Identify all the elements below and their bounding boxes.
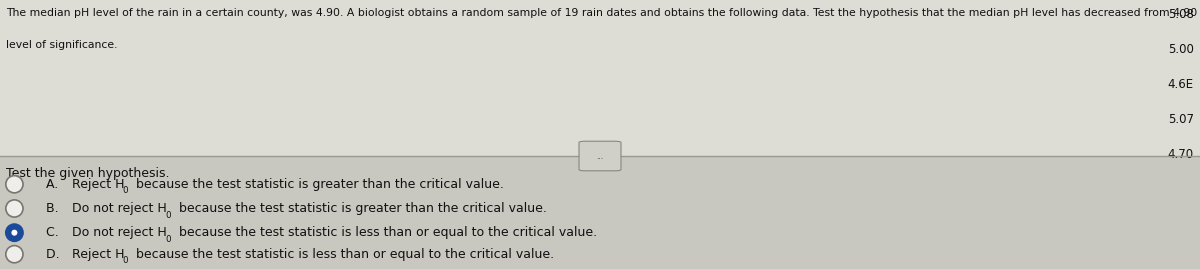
Text: B.: B. [38, 202, 59, 215]
Text: level of significance.: level of significance. [6, 40, 118, 50]
Ellipse shape [6, 200, 23, 217]
Text: D.: D. [38, 248, 60, 261]
Ellipse shape [6, 224, 23, 241]
Text: Do not reject H: Do not reject H [72, 226, 167, 239]
Text: 4.6E: 4.6E [1168, 78, 1194, 91]
Ellipse shape [6, 176, 23, 193]
Text: 5.07: 5.07 [1168, 113, 1194, 126]
Text: 0: 0 [122, 256, 127, 266]
Text: C.: C. [38, 226, 59, 239]
Text: 0: 0 [166, 211, 172, 220]
Text: because the test statistic is less than or equal to the critical value.: because the test statistic is less than … [132, 248, 553, 261]
Ellipse shape [6, 246, 23, 263]
Text: 4.70: 4.70 [1168, 148, 1194, 161]
Text: Test the given hypothesis.: Test the given hypothesis. [6, 167, 169, 180]
Text: because the test statistic is greater than the critical value.: because the test statistic is greater th… [175, 202, 547, 215]
Text: 0: 0 [122, 186, 127, 196]
Text: ...: ... [596, 151, 604, 161]
FancyBboxPatch shape [0, 0, 1200, 156]
Text: Do not reject H: Do not reject H [72, 202, 167, 215]
Text: 0: 0 [166, 235, 172, 244]
Text: because the test statistic is greater than the critical value.: because the test statistic is greater th… [132, 178, 503, 191]
Ellipse shape [11, 230, 18, 236]
Text: 5.08: 5.08 [1168, 8, 1194, 21]
Text: 5.00: 5.00 [1168, 43, 1194, 56]
Text: because the test statistic is less than or equal to the critical value.: because the test statistic is less than … [175, 226, 598, 239]
Text: The median pH level of the rain in a certain county, was 4.90. A biologist obtai: The median pH level of the rain in a cer… [6, 8, 1200, 18]
Text: Reject H: Reject H [72, 178, 125, 191]
FancyBboxPatch shape [580, 141, 622, 171]
FancyBboxPatch shape [0, 156, 1200, 269]
Text: Reject H: Reject H [72, 248, 125, 261]
Text: A.: A. [38, 178, 59, 191]
